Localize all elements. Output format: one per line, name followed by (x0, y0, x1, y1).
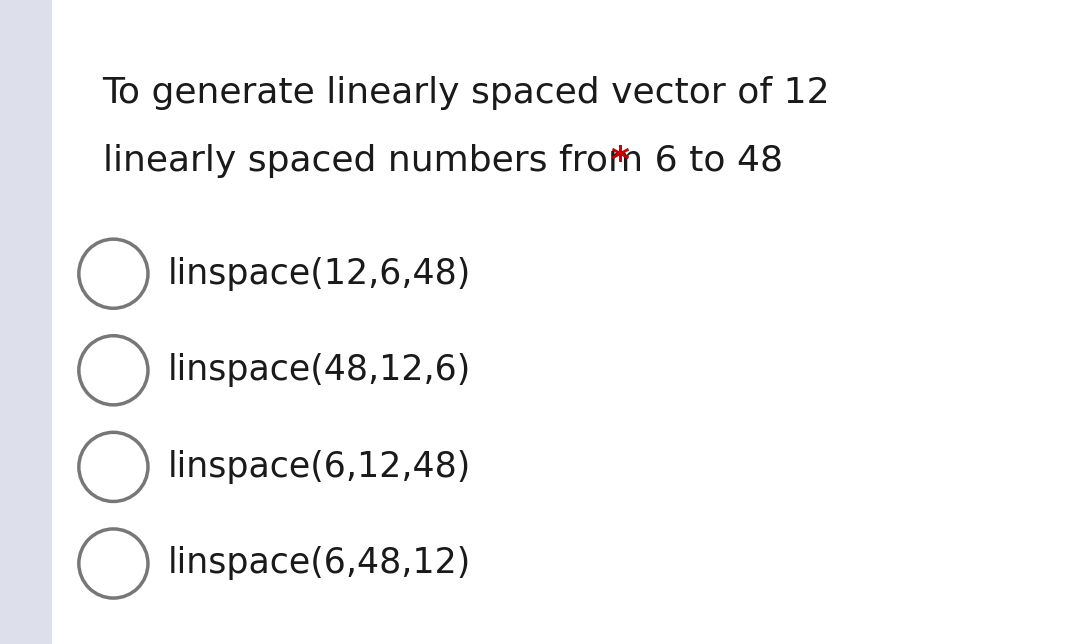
Text: linspace(12,6,48): linspace(12,6,48) (167, 257, 471, 290)
Text: *: * (610, 144, 630, 178)
Text: linspace(6,48,12): linspace(6,48,12) (167, 547, 471, 580)
Text: To generate linearly spaced vector of 12: To generate linearly spaced vector of 12 (103, 77, 831, 110)
Text: linspace(48,12,6): linspace(48,12,6) (167, 354, 471, 387)
Text: linspace(6,12,48): linspace(6,12,48) (167, 450, 471, 484)
Text: linearly spaced numbers from 6 to 48: linearly spaced numbers from 6 to 48 (103, 144, 794, 178)
Bar (0, 0, 52, 644)
